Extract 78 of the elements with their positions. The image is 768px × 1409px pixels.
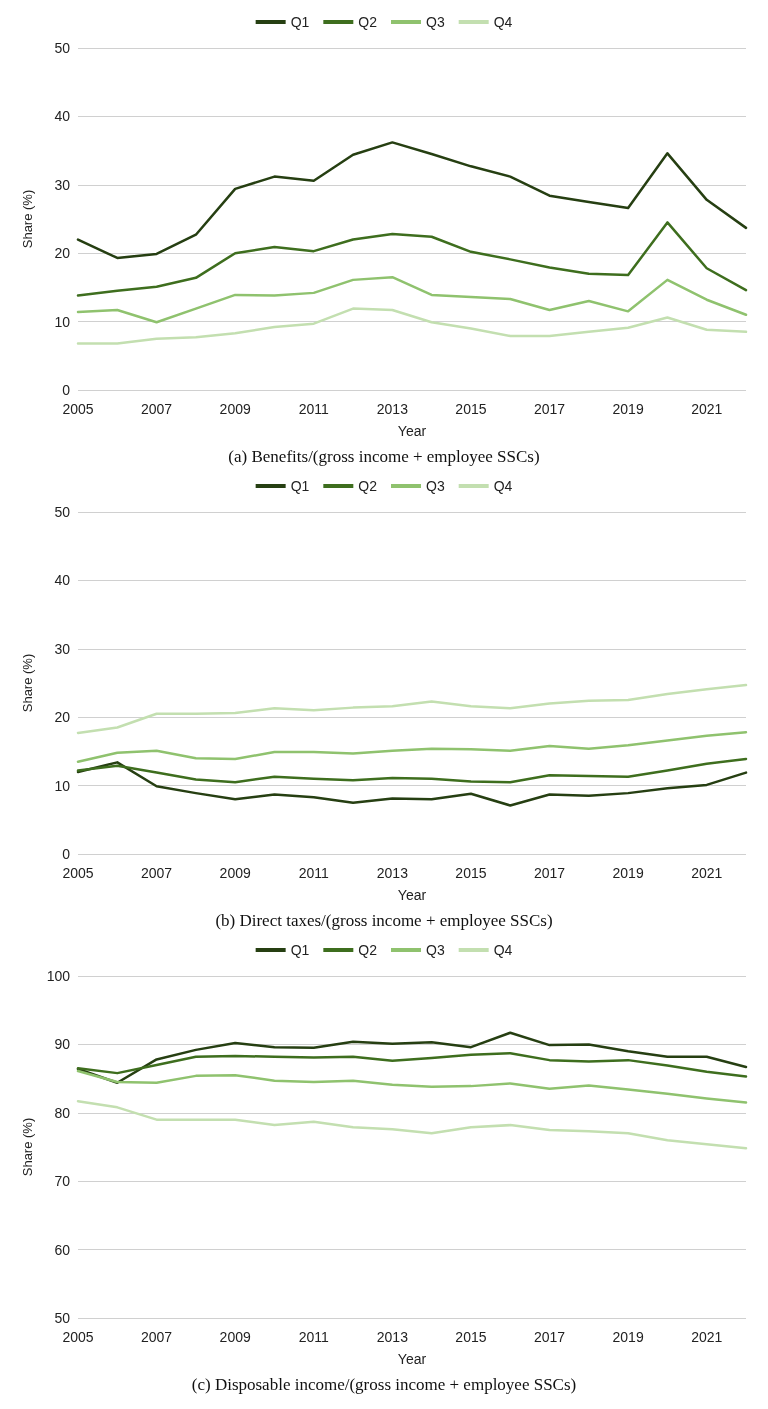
legend-label: Q2 [358, 14, 378, 30]
x-tick-label: 2019 [612, 865, 644, 881]
x-tick-label: 2005 [62, 1329, 94, 1345]
x-tick-label: 2021 [691, 865, 723, 881]
y-tick-label: 40 [54, 572, 71, 589]
y-tick-label: 50 [54, 504, 71, 520]
x-tick-label: 2009 [219, 401, 251, 417]
legend-label: Q2 [358, 478, 378, 494]
x-tick-label: 2009 [219, 865, 251, 881]
x-tick-label: 2019 [612, 401, 644, 417]
x-tick-label: 2007 [141, 1329, 173, 1345]
y-tick-label: 100 [46, 968, 71, 984]
y-tick-label: 40 [54, 108, 71, 125]
x-axis-title: Year [397, 423, 427, 439]
legend-label: Q1 [290, 478, 310, 494]
legend-label: Q4 [493, 942, 513, 958]
x-tick-label: 2007 [141, 401, 173, 417]
y-axis-title: Share (%) [20, 653, 35, 713]
x-tick-label: 2013 [376, 865, 409, 881]
y-tick-label: 90 [54, 1036, 71, 1053]
line-series [76, 683, 748, 735]
x-tick-label: 2021 [691, 401, 723, 417]
x-axis-title: Year [397, 887, 427, 903]
line-series [76, 757, 748, 784]
line-series [76, 275, 748, 324]
legend-label: Q3 [426, 14, 445, 30]
x-tick-label: 2011 [298, 401, 330, 417]
x-tick-label: 2015 [455, 865, 487, 881]
x-tick-label: 2017 [533, 1329, 566, 1345]
x-tick-label: 2019 [612, 1329, 644, 1345]
line-series [76, 307, 748, 345]
y-axis-title: Share (%) [20, 1117, 35, 1177]
y-tick-label: 10 [54, 313, 71, 330]
line-series [76, 221, 748, 297]
x-tick-label: 2011 [298, 865, 330, 881]
y-tick-label: 30 [54, 176, 71, 193]
text: (b) Direct taxes/(gross income + employee SSCs) [215, 911, 553, 930]
line-series [76, 731, 748, 763]
x-tick-label: 2015 [455, 401, 487, 417]
x-axis-title: Year [397, 1351, 427, 1367]
y-tick-label: 0 [62, 382, 71, 398]
y-tick-label: 20 [54, 245, 71, 262]
y-tick-label: 80 [54, 1104, 71, 1121]
line-series [76, 1099, 748, 1150]
y-tick-label: 50 [54, 40, 71, 56]
legend-label: Q1 [290, 942, 310, 958]
y-tick-label: 70 [54, 1173, 71, 1190]
y-tick-label: 20 [54, 709, 71, 726]
x-tick-label: 2017 [533, 401, 566, 417]
legend-label: Q3 [426, 942, 445, 958]
x-tick-label: 2007 [141, 865, 173, 881]
legend-label: Q3 [426, 478, 445, 494]
x-tick-label: 2011 [298, 1329, 330, 1345]
y-axis-title: Share (%) [20, 189, 35, 249]
x-tick-label: 2013 [376, 1329, 409, 1345]
line-series [76, 1031, 748, 1084]
x-tick-label: 2013 [376, 401, 409, 417]
y-tick-label: 30 [54, 640, 71, 657]
x-tick-label: 2005 [62, 401, 94, 417]
line-series [76, 1052, 748, 1078]
line-series [76, 1069, 748, 1104]
y-tick-label: 50 [54, 1310, 71, 1326]
y-tick-label: 10 [54, 777, 71, 794]
text: (a) Benefits/(gross income + employee SSCs) [228, 447, 540, 466]
x-tick-label: 2021 [691, 1329, 723, 1345]
line-series [76, 141, 748, 260]
x-tick-label: 2015 [455, 1329, 487, 1345]
x-tick-label: 2009 [219, 1329, 251, 1345]
text: (c) Disposable income/(gross income + employee SSCs) [191, 1375, 577, 1394]
legend-label: Q1 [290, 14, 310, 30]
y-tick-label: 60 [54, 1241, 71, 1258]
x-tick-label: 2017 [533, 865, 566, 881]
legend-label: Q4 [493, 478, 513, 494]
x-tick-label: 2005 [62, 865, 94, 881]
y-tick-label: 0 [62, 846, 71, 862]
line-series [76, 761, 748, 807]
legend-label: Q2 [358, 942, 378, 958]
legend-label: Q4 [493, 14, 513, 30]
